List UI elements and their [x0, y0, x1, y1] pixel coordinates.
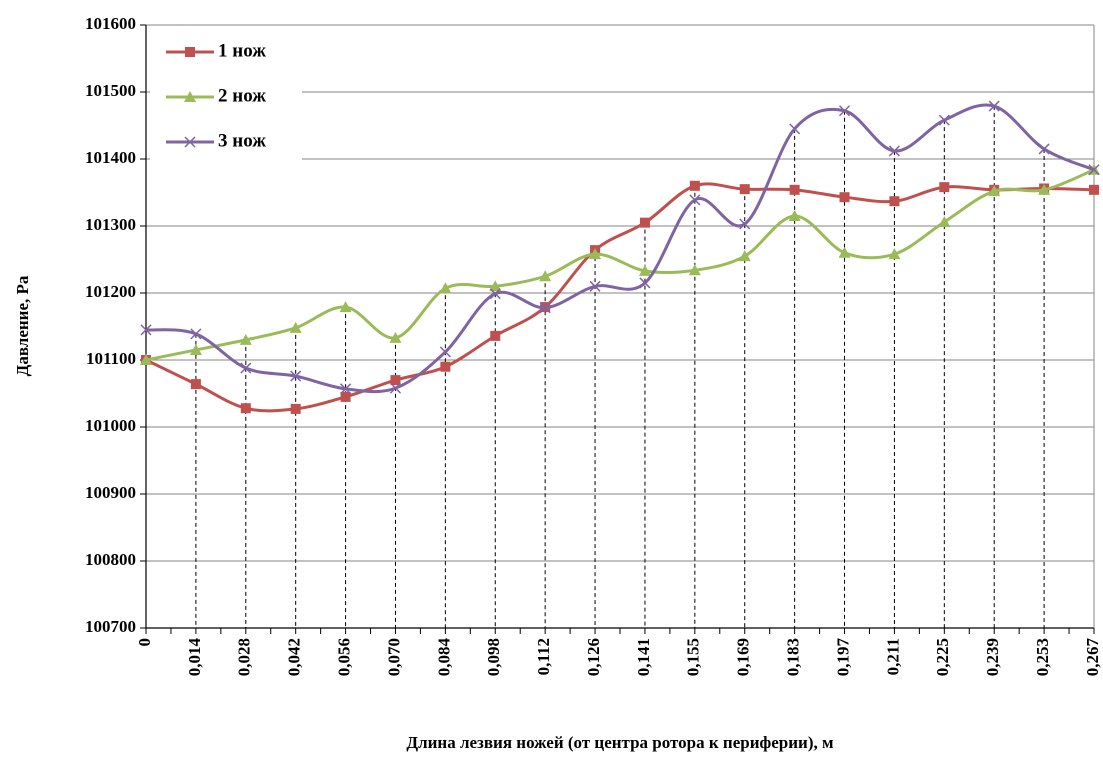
x-tick-label: 0,183 [784, 638, 803, 676]
y-tick-label: 100900 [85, 483, 136, 502]
marker [190, 328, 202, 340]
x-axis-label: Длина лезвия ножей (от центра ротора к п… [406, 733, 834, 752]
marker [240, 403, 251, 414]
marker [184, 136, 196, 148]
y-tick-label: 101500 [85, 81, 136, 100]
y-tick-label: 101200 [85, 282, 136, 301]
marker [389, 382, 402, 394]
marker [689, 180, 700, 191]
x-tick-label: 0,169 [734, 638, 753, 676]
marker [788, 209, 801, 221]
x-tick-label: 0,098 [484, 638, 503, 676]
marker [290, 370, 302, 382]
marker [339, 301, 352, 313]
marker [189, 343, 202, 355]
y-tick-label: 101600 [85, 14, 136, 33]
x-tick-label: 0,056 [334, 638, 353, 676]
marker [938, 215, 951, 227]
marker [738, 250, 751, 262]
marker [389, 331, 402, 343]
x-tick-label: 0,070 [384, 638, 403, 676]
x-tick-label: 0 [135, 638, 154, 647]
marker [639, 217, 650, 228]
marker [739, 218, 751, 230]
marker [638, 264, 651, 276]
x-tick-label: 0,141 [634, 638, 653, 676]
marker [184, 91, 196, 102]
x-tick-label: 0,211 [883, 638, 902, 675]
x-tick-label: 0,267 [1083, 638, 1102, 677]
marker [589, 280, 601, 292]
marker [689, 194, 701, 206]
marker [390, 375, 401, 386]
marker [839, 192, 850, 203]
x-tick-label: 0,112 [534, 638, 553, 675]
x-tick-label: 0,155 [684, 638, 703, 676]
marker [190, 379, 201, 390]
x-tick-label: 0,253 [1033, 638, 1052, 676]
legend-label: 2 нож [218, 85, 266, 106]
marker [489, 288, 501, 300]
marker [140, 354, 152, 365]
marker [185, 47, 195, 57]
marker [1089, 184, 1099, 195]
legend-label: 3 нож [218, 130, 266, 151]
x-tick-label: 0,197 [833, 638, 852, 677]
marker [140, 324, 152, 336]
y-tick-label: 101300 [85, 215, 136, 234]
marker [589, 248, 602, 260]
marker [739, 184, 750, 195]
marker [439, 282, 452, 294]
marker [639, 277, 651, 289]
x-tick-label: 0,042 [285, 638, 304, 676]
marker [789, 184, 800, 195]
marker [988, 100, 1000, 112]
marker [240, 362, 252, 374]
y-axis-label: Давление, Ра [13, 275, 32, 376]
series-line [145, 182, 1095, 413]
marker [489, 280, 502, 292]
marker [340, 383, 352, 395]
x-tick-label: 0,126 [584, 638, 603, 676]
marker [1038, 143, 1050, 155]
marker [789, 123, 801, 135]
marker [440, 361, 451, 372]
marker [888, 145, 900, 157]
marker [1038, 183, 1051, 195]
marker [439, 346, 451, 358]
y-tick-label: 101100 [86, 349, 136, 368]
y-tick-label: 100800 [85, 550, 136, 569]
x-tick-label: 0,239 [983, 638, 1002, 676]
marker [290, 403, 301, 414]
y-tick-label: 101400 [85, 148, 136, 167]
marker [539, 302, 551, 314]
marker [838, 246, 851, 258]
marker [539, 270, 552, 282]
x-tick-label: 0,028 [235, 638, 254, 676]
marker [938, 114, 950, 126]
marker [988, 185, 1001, 197]
marker [239, 333, 252, 345]
marker [490, 330, 501, 341]
x-tick-label: 0,014 [185, 638, 204, 677]
x-tick-label: 0,084 [434, 638, 453, 677]
y-tick-label: 101000 [85, 416, 136, 435]
marker [1088, 164, 1100, 176]
marker [289, 321, 302, 333]
marker [688, 264, 701, 276]
x-tick-label: 0,225 [933, 638, 952, 676]
legend-label: 1 нож [218, 40, 266, 61]
marker [889, 196, 900, 207]
marker [939, 182, 950, 193]
marker [340, 391, 351, 402]
marker [888, 248, 901, 260]
y-tick-label: 100700 [85, 617, 136, 636]
series-line [145, 168, 1095, 362]
marker [838, 105, 851, 117]
